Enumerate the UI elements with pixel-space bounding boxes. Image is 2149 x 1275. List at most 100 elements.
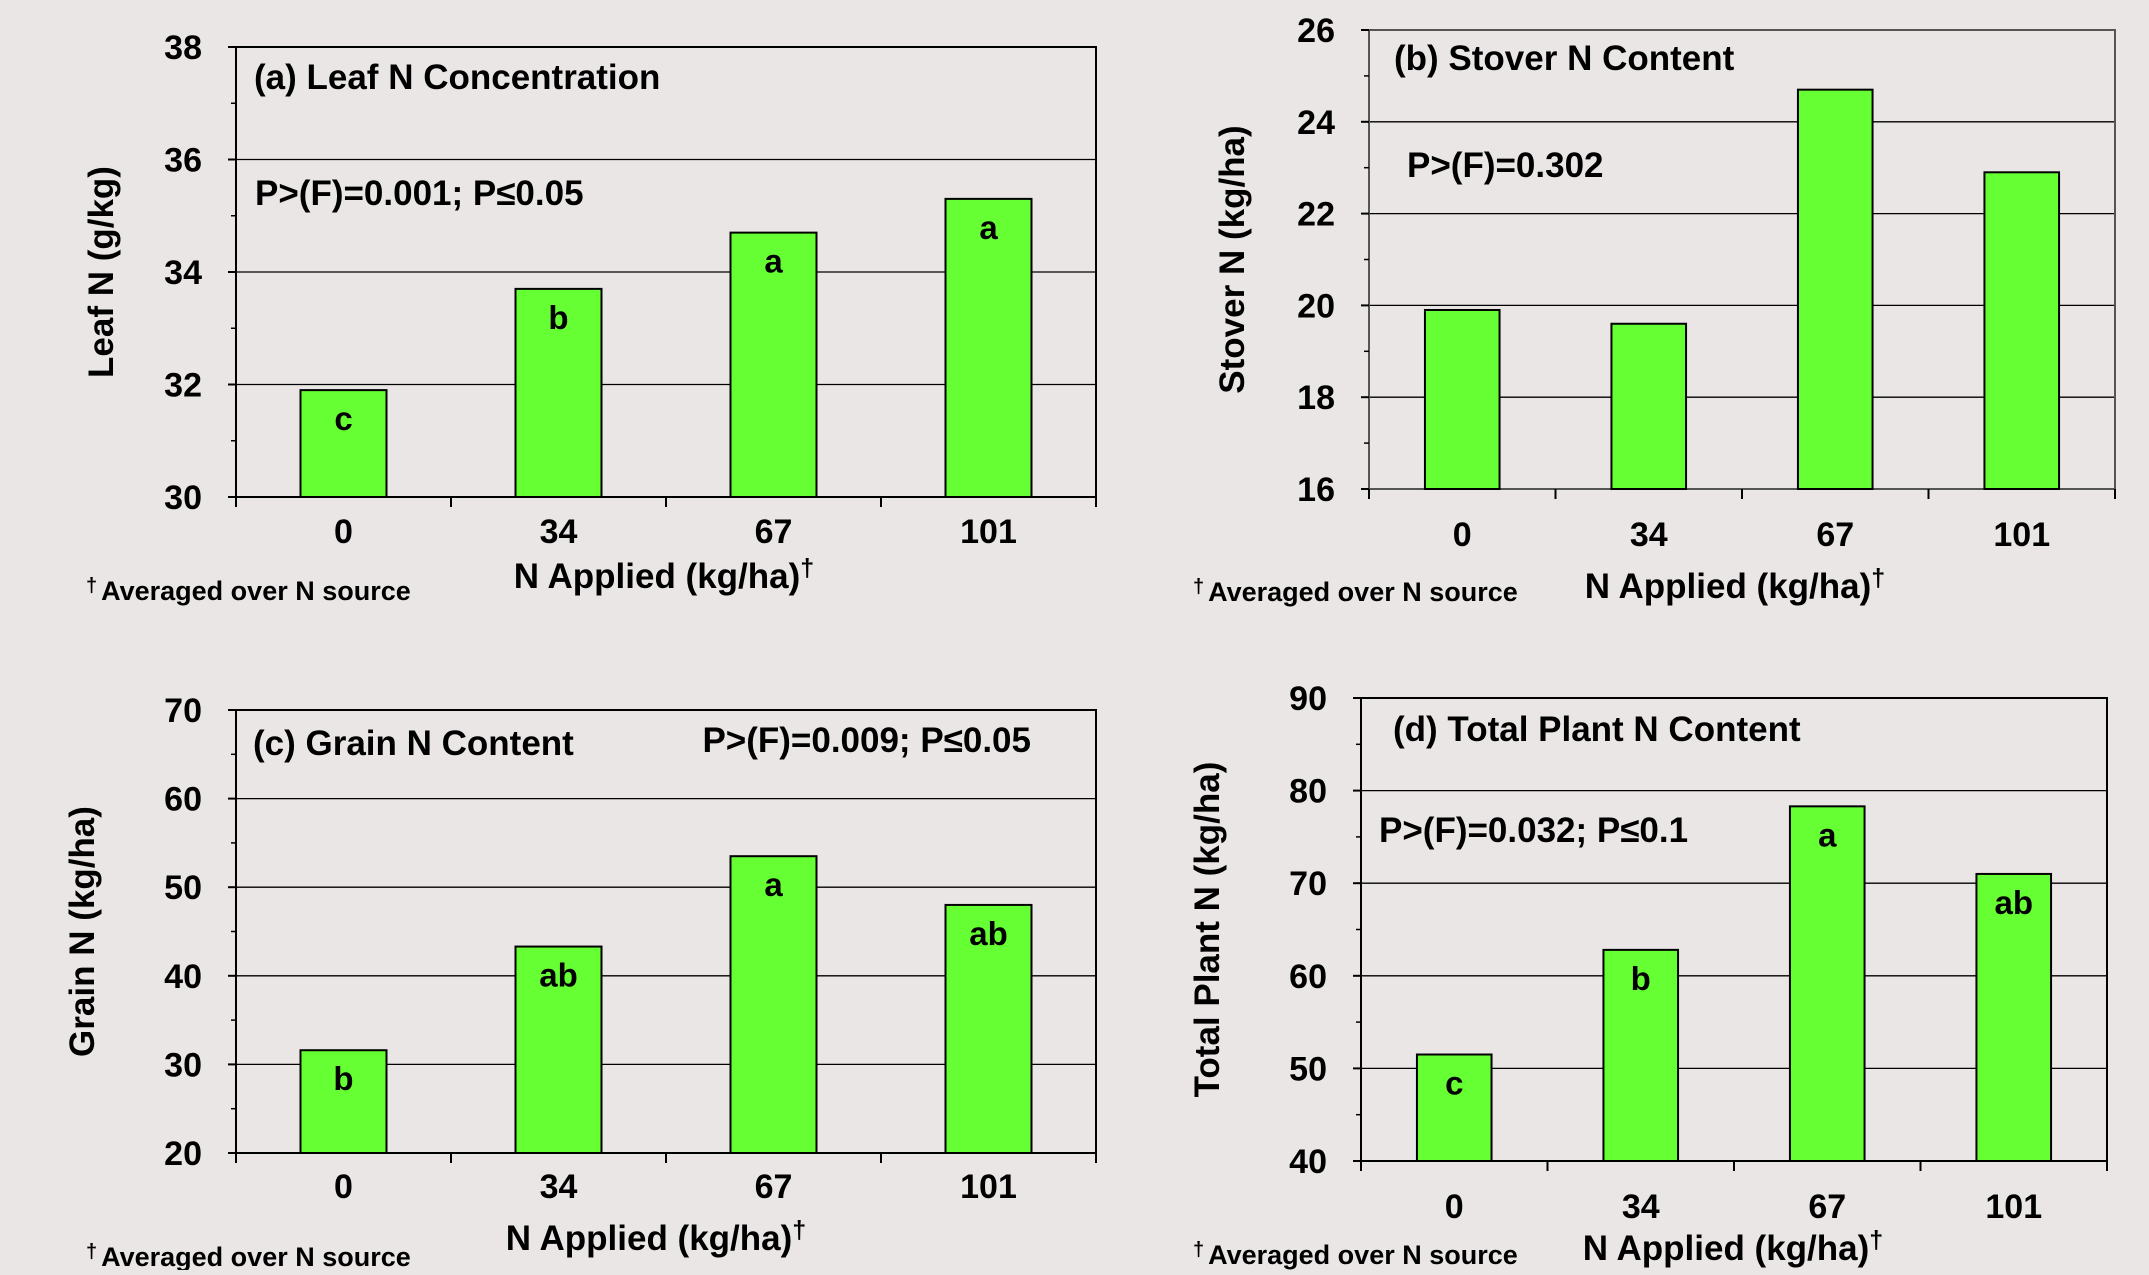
y-axis-label: Stover N (kg/ha) <box>1213 125 1252 393</box>
y-tick-label: 24 <box>1297 104 1335 142</box>
stat-annotation: P>(F)=0.032; P≤0.1 <box>1379 811 1688 850</box>
bar <box>1796 88 1874 490</box>
bar-significance-label: ab <box>539 957 578 994</box>
x-tick-label: 67 <box>755 513 793 551</box>
x-tick-label: 34 <box>540 513 578 551</box>
bar <box>1975 872 2053 1162</box>
bar <box>299 389 388 498</box>
chart-title: (d) Total Plant N Content <box>1393 710 1801 749</box>
x-axis-label-dagger: † <box>1871 564 1885 592</box>
x-axis-label-dagger: † <box>792 1216 806 1244</box>
footnote-dagger: † <box>1193 576 1204 598</box>
y-tick-label: 80 <box>1289 773 1327 811</box>
y-tick-label: 26 <box>1297 12 1335 50</box>
y-tick-label: 34 <box>164 254 202 292</box>
footnote-text: Averaged over N source <box>1208 577 1518 607</box>
y-tick-label: 40 <box>1289 1143 1327 1181</box>
bar-significance-label: a <box>1818 816 1837 853</box>
footnote: † Averaged over N source <box>86 1241 411 1270</box>
x-axis-label-text: N Applied (kg/ha) <box>514 557 800 596</box>
footnote-text: Averaged over N source <box>101 576 411 606</box>
bar <box>729 231 818 498</box>
y-tick-label: 20 <box>164 1135 202 1173</box>
bar-significance-label: b <box>548 299 568 336</box>
x-tick-label: 0 <box>334 1168 353 1206</box>
x-tick-label: 67 <box>755 1168 793 1206</box>
bar <box>1788 805 1866 1162</box>
x-tick-label: 0 <box>1453 516 1472 554</box>
x-tick-label: 34 <box>540 1168 578 1206</box>
x-axis-label: N Applied (kg/ha)† <box>1585 564 1885 606</box>
x-axis-label-text: N Applied (kg/ha) <box>1583 1229 1869 1268</box>
x-tick-label: 101 <box>1985 1188 2042 1226</box>
chart-title: (a) Leaf N Concentration <box>254 58 660 97</box>
y-tick-label: 60 <box>1289 958 1327 996</box>
chart-panel-b: 16 18 20 22 24 26 0 34 67 101 (b) Stover N Content… <box>1193 12 2116 607</box>
y-tick-label: 36 <box>164 142 202 180</box>
x-axis-label: N Applied (kg/ha)† <box>506 1216 806 1258</box>
bar <box>299 1049 388 1154</box>
footnote: † Averaged over N source <box>86 575 411 606</box>
bar-significance-label: c <box>334 400 352 437</box>
x-tick-label: 101 <box>1993 516 2050 554</box>
y-tick-label: 40 <box>164 958 202 996</box>
bar-significance-label: a <box>764 243 783 280</box>
bar <box>1602 948 1680 1163</box>
y-tick-label: 32 <box>164 367 202 405</box>
stat-annotation: P>(F)=0.009; P≤0.05 <box>702 721 1031 760</box>
x-tick-label: 34 <box>1630 516 1668 554</box>
x-tick-label: 67 <box>1816 516 1854 554</box>
footnote-dagger: † <box>1193 1239 1204 1261</box>
bar <box>1610 322 1688 491</box>
y-axis-label: Total Plant N (kg/ha) <box>1188 762 1227 1098</box>
footnote: † Averaged over N source <box>1193 1239 1518 1270</box>
x-tick-label: 101 <box>960 1168 1017 1206</box>
y-tick-label: 22 <box>1297 196 1335 234</box>
bar-significance-label: ab <box>1994 884 2033 921</box>
bar-significance-label: c <box>1445 1065 1463 1102</box>
y-tick-label: 60 <box>164 781 202 819</box>
footnote-text: Averaged over N source <box>101 1242 411 1270</box>
bar <box>514 287 603 498</box>
bar <box>1983 171 2061 490</box>
y-tick-label: 18 <box>1297 379 1335 417</box>
footnote: † Averaged over N source <box>1193 576 1518 607</box>
chart-panel-c: 20 30 40 50 60 70 b 0 ab 34 a 67 ab 101 (c) Grain N Co… <box>63 692 1097 1272</box>
y-tick-label: 30 <box>164 1046 202 1084</box>
x-tick-label: 67 <box>1808 1188 1846 1226</box>
x-axis-label-dagger: † <box>800 554 814 582</box>
x-axis-label: N Applied (kg/ha)† <box>1583 1226 1883 1268</box>
chart-title: (c) Grain N Content <box>253 724 574 763</box>
footnote-dagger: † <box>86 1241 97 1263</box>
bar <box>729 855 818 1154</box>
y-tick-label: 90 <box>1289 680 1327 718</box>
x-axis-label-dagger: † <box>1869 1226 1883 1254</box>
y-tick-label: 30 <box>164 479 202 517</box>
x-tick-label: 0 <box>334 513 353 551</box>
y-axis-label: Grain N (kg/ha) <box>63 806 102 1057</box>
x-tick-label: 0 <box>1445 1188 1464 1226</box>
bar-significance-label: ab <box>969 915 1008 952</box>
footnote-text: Averaged over N source <box>1208 1240 1518 1270</box>
chart-panel-a: 30 32 34 36 38 c 0 b 34 a 67 a 101 (a) Leaf N Concent… <box>82 29 1097 606</box>
y-tick-label: 16 <box>1297 471 1335 509</box>
x-axis-label: N Applied (kg/ha)† <box>514 554 814 596</box>
bar-significance-label: a <box>979 209 998 246</box>
chart-title: (b) Stover N Content <box>1394 39 1735 78</box>
bar <box>1415 1053 1493 1163</box>
chart-panel-d: 40 50 60 70 80 90 c 0 b 34 a 67 ab 101 (d) Total Plant… <box>1188 680 2108 1270</box>
footnote-dagger: † <box>86 575 97 597</box>
bar <box>944 197 1033 498</box>
y-tick-label: 38 <box>164 29 202 67</box>
bar <box>944 903 1033 1154</box>
y-tick-label: 20 <box>1297 287 1335 325</box>
y-axis-label: Leaf N (g/kg) <box>82 166 121 378</box>
bar <box>514 945 603 1155</box>
x-axis-label-text: N Applied (kg/ha) <box>506 1219 792 1258</box>
y-tick-label: 70 <box>1289 865 1327 903</box>
bar <box>1423 308 1501 490</box>
bar-significance-label: a <box>764 866 783 903</box>
bar-significance-label: b <box>1631 960 1651 997</box>
